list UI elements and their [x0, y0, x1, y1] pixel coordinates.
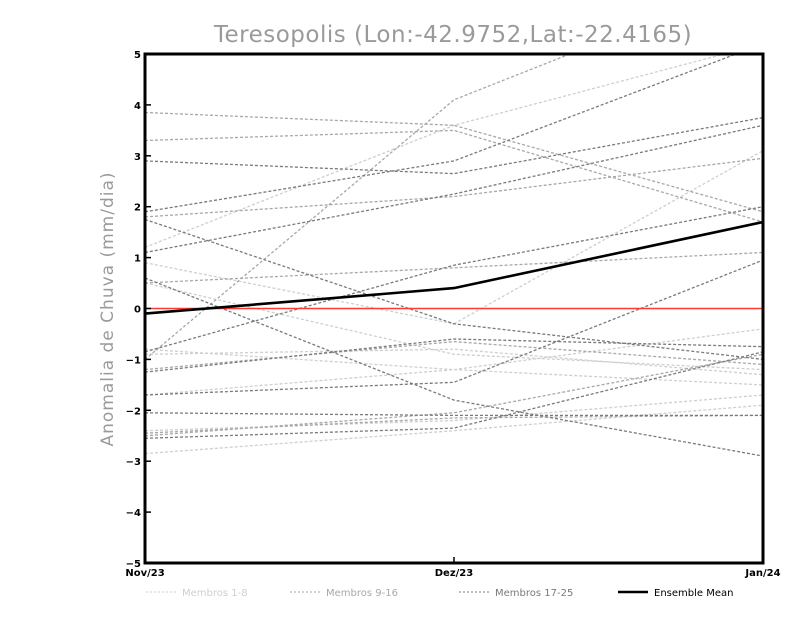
member-series-line-4 — [145, 328, 763, 396]
y-ticks: −5 −4 −3 −2 −1 0 1 2 3 4 5 — [126, 50, 151, 570]
x-tick-label: Dez/23 — [435, 568, 474, 579]
legend-label: Membros 9-16 — [326, 588, 398, 599]
y-tick-label: −4 — [126, 508, 141, 519]
y-tick-label: 5 — [134, 50, 141, 61]
member-series-line-25 — [145, 338, 763, 373]
y-axis-label: Anomalia de Chuva (mm/dia) — [98, 171, 118, 446]
legend-label: Membros 17-25 — [495, 588, 573, 599]
y-tick-label: 3 — [134, 152, 141, 163]
member-series-line-2 — [145, 150, 763, 325]
legend-label: Ensemble Mean — [654, 588, 733, 599]
legend-label: Membros 1-8 — [182, 588, 248, 599]
member-series-line-14 — [145, 340, 763, 371]
legend: Membros 1-8 Membros 9-16 Membros 17-25 Ense… — [146, 588, 733, 599]
x-tick-label: Nov/23 — [125, 568, 164, 579]
member-series-line-20 — [145, 206, 763, 353]
y-tick-label: 0 — [134, 305, 141, 316]
mean-layer — [145, 220, 763, 315]
member-series-line-5 — [145, 394, 763, 432]
member-series-line-9 — [145, 129, 763, 223]
member-series-line-12 — [145, 157, 763, 218]
chart-title: Teresopolis (Lon:-42.9752,Lat:-22.4165) — [213, 22, 692, 48]
y-tick-label: −1 — [126, 355, 141, 366]
member-series-line-10 — [145, 111, 763, 213]
member-series-line-23 — [145, 277, 763, 457]
member-series-line-24 — [145, 412, 763, 417]
member-series-line-7 — [145, 282, 763, 371]
member-series-line-3 — [145, 348, 763, 376]
y-tick-label: −2 — [126, 406, 141, 417]
x-ticks: Nov/23 Dez/23 Jan/24 — [125, 557, 781, 579]
y-tick-label: 4 — [134, 101, 141, 112]
member-series-line-1 — [145, 54, 727, 249]
ensemble-mean-line — [145, 220, 763, 315]
member-series-line-22 — [145, 218, 763, 361]
x-tick-label: Jan/24 — [744, 568, 780, 579]
member-series-line-18 — [145, 54, 738, 213]
y-tick-label: 2 — [134, 203, 141, 214]
y-tick-label: 1 — [134, 254, 141, 265]
y-tick-label: −5 — [126, 559, 141, 570]
member-series-line-16 — [145, 251, 763, 284]
series-layer — [145, 54, 763, 457]
member-series-line-21 — [145, 259, 763, 396]
member-series-line-19 — [145, 124, 763, 254]
member-series-line-6 — [145, 404, 763, 455]
member-series-line-15 — [145, 414, 763, 434]
y-tick-label: −3 — [126, 457, 141, 468]
member-series-line-26 — [145, 351, 763, 439]
member-series-line-8 — [145, 348, 763, 386]
